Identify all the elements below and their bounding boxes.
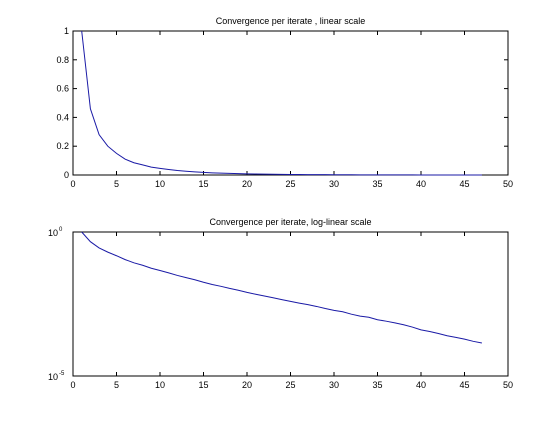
y-tick-label: 0.8 [56, 55, 69, 65]
x-tick-label: 30 [329, 380, 339, 390]
y-tick-label: 0.2 [56, 141, 69, 151]
chart-title: Convergence per iterate, log-linear scal… [209, 217, 371, 227]
linear-scale-subplot: Convergence per iterate , linear scale 0 5… [56, 16, 513, 189]
x-tick-label: 50 [503, 380, 513, 390]
chart-title: Convergence per iterate , linear scale [216, 16, 366, 26]
x-tick-label: 20 [242, 380, 252, 390]
x-tick-label: 40 [416, 380, 426, 390]
y-tick-label-base: 10 [48, 228, 58, 238]
y-tick-label: 0.6 [56, 84, 69, 94]
x-tick-label: 35 [372, 179, 382, 189]
x-tick-label: 10 [155, 380, 165, 390]
x-tick-label: 0 [70, 179, 75, 189]
y-tick-label: 1 [64, 26, 69, 36]
y-tick-label: 0 [64, 170, 69, 180]
x-tick-label: 35 [372, 380, 382, 390]
x-tick-label: 5 [114, 179, 119, 189]
x-tick-label: 15 [198, 380, 208, 390]
log-linear-scale-subplot: Convergence per iterate, log-linear scal… [48, 217, 513, 390]
x-tick-label: 45 [459, 179, 469, 189]
y-tick-label-exponent: -5 [59, 371, 65, 377]
x-tick-label: 30 [329, 179, 339, 189]
x-tick-label: 25 [285, 179, 295, 189]
x-tick-label: 0 [70, 380, 75, 390]
series-line [81, 231, 482, 344]
y-tick-label-base: 10 [48, 372, 58, 382]
x-tick-label: 20 [242, 179, 252, 189]
axes-box [72, 30, 509, 176]
x-tick-label: 5 [114, 380, 119, 390]
x-tick-label: 45 [459, 380, 469, 390]
series-line [81, 30, 482, 176]
axes-box [72, 231, 509, 377]
x-tick-label: 10 [155, 179, 165, 189]
x-tick-label: 25 [285, 380, 295, 390]
y-tick-label-exponent: 0 [59, 227, 63, 233]
x-tick-label: 40 [416, 179, 426, 189]
y-tick-label: 0.4 [56, 112, 69, 122]
x-tick-label: 50 [503, 179, 513, 189]
x-tick-label: 15 [198, 179, 208, 189]
